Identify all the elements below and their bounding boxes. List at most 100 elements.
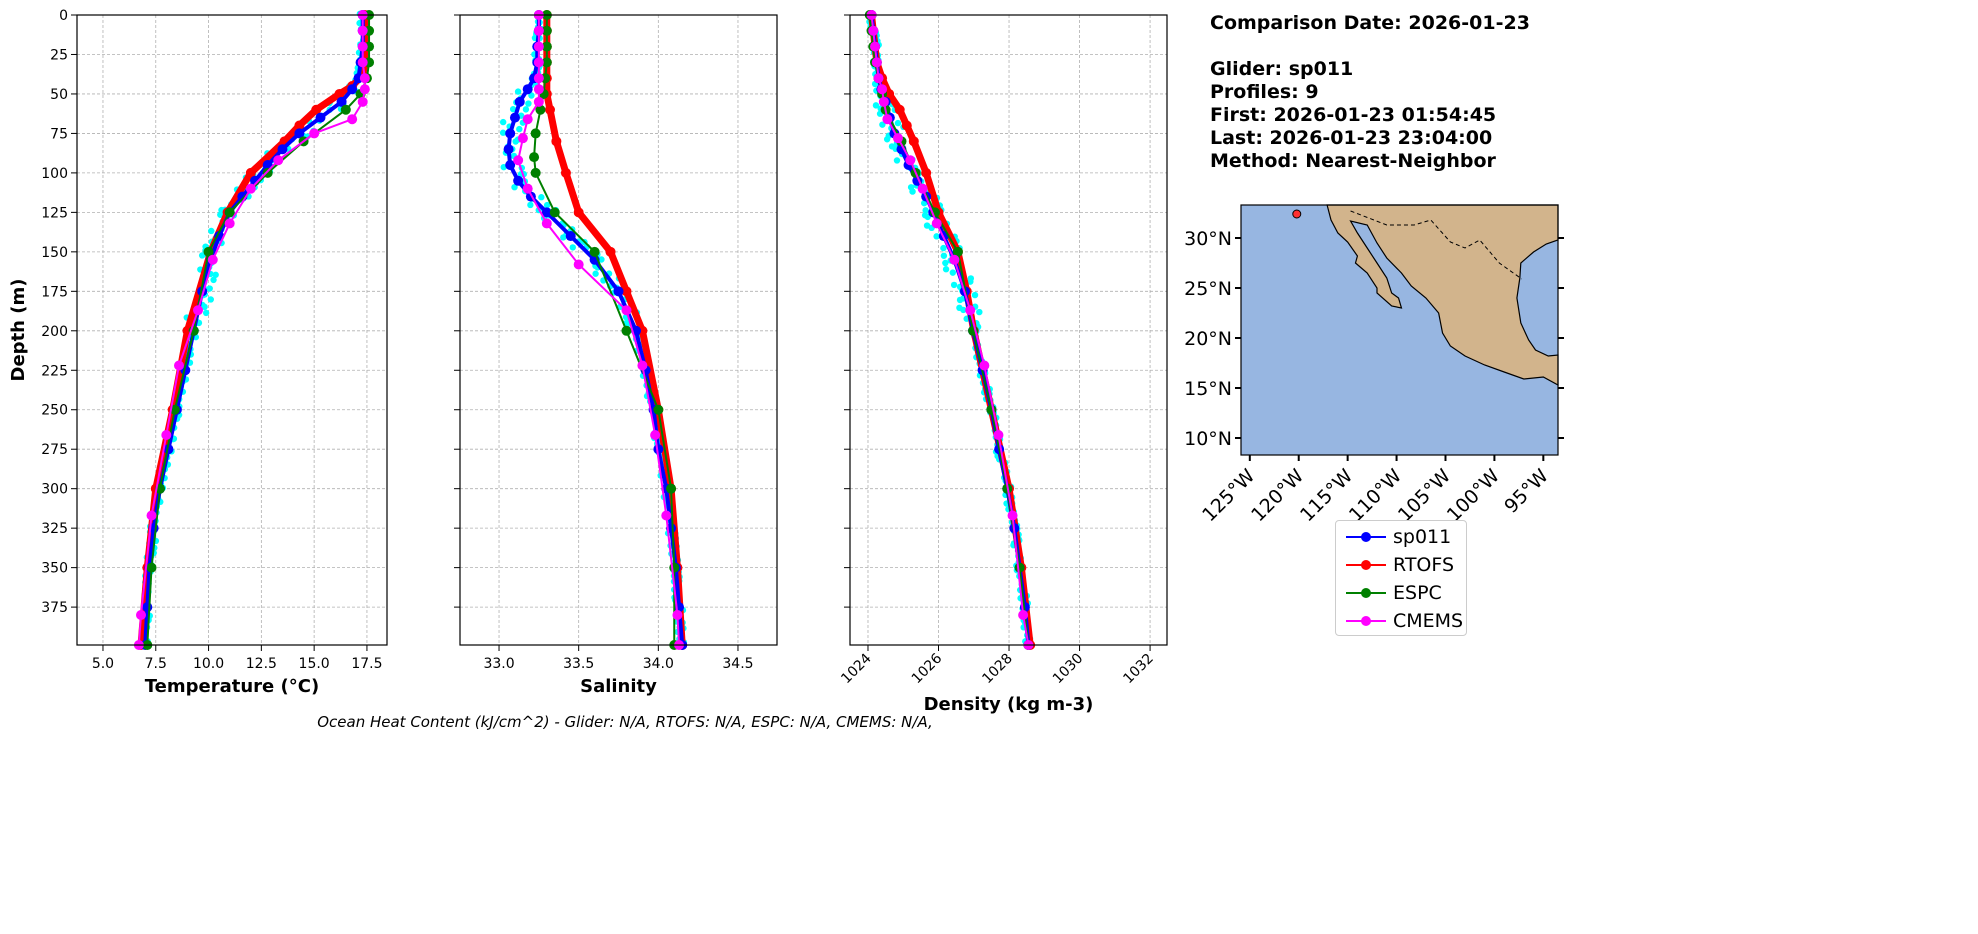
axes-frame: [76, 14, 388, 646]
x-tick-label: 1030: [1050, 651, 1087, 688]
data-point-espc: [589, 246, 600, 257]
y-tick-label: 225: [41, 363, 68, 379]
data-point-sp011: [505, 160, 516, 170]
data-point-cmems: [309, 128, 320, 139]
data-point-cmems: [522, 114, 533, 125]
data-point-cmems: [193, 305, 204, 316]
legend-label: ESPC: [1393, 582, 1442, 604]
data-point-rtofs: [245, 167, 256, 178]
data-point-espc: [262, 167, 273, 178]
data-point-cmems: [533, 41, 544, 52]
data-point-cmems: [672, 610, 683, 620]
x-tick-label: 12.5: [246, 656, 277, 672]
data-point-cmems: [357, 96, 368, 107]
lat-tick-label: 15°N: [1184, 378, 1232, 400]
data-point-cmems: [357, 57, 368, 68]
lat-tick-label: 20°N: [1184, 328, 1232, 350]
y-tick-label: 0: [59, 8, 68, 24]
data-point-cmems: [533, 57, 544, 68]
data-point-cmems: [637, 360, 648, 371]
data-point-cmems: [541, 218, 552, 229]
glider-raw-point: [527, 201, 534, 209]
x-axis-label: Temperature (°C): [145, 676, 319, 697]
glider-raw-point: [879, 121, 886, 128]
data-point-espc: [541, 41, 552, 52]
data-point-espc: [535, 104, 546, 115]
map-frame: [1240, 204, 1559, 456]
data-point-cmems: [359, 73, 370, 84]
data-point-espc: [549, 207, 560, 218]
data-point-sp011: [522, 84, 533, 95]
last-time: Last: 2026-01-23 23:04:00: [1210, 127, 1493, 149]
glider-raw-point: [202, 309, 210, 317]
glider-raw-point: [940, 244, 947, 252]
salinity-panel: 33.0 33.5 34.0 34.5 Salinity: [454, 10, 778, 697]
lat-tick-label: 30°N: [1184, 228, 1232, 250]
y-axis-label: Depth (m): [8, 279, 29, 382]
x-tick-label: 10.0: [193, 656, 224, 672]
x-tick-label: 1024: [838, 650, 875, 687]
y-tick-label: 125: [41, 205, 68, 221]
data-point-cmems: [224, 218, 235, 229]
data-point-cmems: [621, 305, 632, 316]
glider-raw-point: [569, 244, 576, 251]
data-point-cmems: [273, 155, 284, 166]
density-panel: 1024 1026 1028 1030 1032 Density (kg m-3): [838, 10, 1168, 715]
y-tick-label: 300: [41, 482, 68, 498]
legend-item-espc: ESPC: [1336, 579, 1466, 607]
glider-raw-point: [543, 201, 551, 209]
ohc-footer: Ocean Heat Content (kJ/cm^2) - Glider: N…: [317, 713, 933, 731]
data-point-sp011: [277, 144, 288, 155]
y-tick-label: 200: [41, 324, 68, 340]
lat-tick-label: 10°N: [1184, 428, 1232, 450]
data-point-cmems: [661, 510, 672, 521]
profile-count: Profiles: 9: [1210, 81, 1319, 103]
data-point-cmems: [993, 430, 1004, 440]
temperature-panel: 5.0 7.5 10.0 12.5 15.0 17.5 0 25 50 75 100 125 150 17…: [8, 8, 388, 697]
glider-raw-point: [950, 281, 958, 289]
data-point-cmems: [873, 73, 884, 84]
data-point-cmems: [207, 254, 218, 265]
data-point-cmems: [245, 183, 256, 194]
data-point-rtofs: [921, 167, 932, 178]
x-tick-label: 34.0: [643, 656, 674, 672]
data-point-cmems: [917, 183, 928, 194]
method: Method: Nearest-Neighbor: [1210, 150, 1496, 172]
glider-raw-point: [909, 188, 916, 195]
comparison-date: Comparison Date: 2026-01-23: [1210, 12, 1530, 34]
data-point-espc: [952, 246, 963, 257]
data-point-rtofs: [545, 104, 556, 115]
glider-raw-point: [207, 296, 214, 303]
series-line-espc: [146, 15, 371, 646]
data-point-cmems: [878, 96, 889, 107]
data-point-cmems: [931, 218, 942, 229]
glider-raw-point: [210, 276, 217, 284]
glider-raw-point: [217, 211, 224, 218]
y-tick-label: 150: [41, 245, 68, 261]
data-point-espc: [621, 325, 632, 336]
x-tick-label: 1028: [979, 651, 1016, 688]
glider-raw-point: [894, 119, 902, 127]
data-point-cmems: [965, 305, 976, 316]
glider-raw-point: [942, 266, 950, 273]
x-axis-label: Density (kg m-3): [924, 694, 1094, 715]
x-tick-label: 34.5: [722, 656, 753, 672]
x-tick-label: 1032: [1120, 651, 1157, 688]
glider-raw-point: [499, 129, 507, 136]
glider-raw-point: [525, 100, 532, 107]
y-tick-label: 75: [50, 126, 68, 142]
glider-raw-point: [560, 234, 567, 241]
y-tick-label: 375: [41, 600, 68, 616]
data-point-rtofs: [901, 120, 912, 131]
data-point-cmems: [161, 430, 172, 440]
data-point-espc: [541, 57, 552, 68]
data-point-rtofs: [908, 136, 919, 147]
data-point-espc: [653, 404, 664, 415]
data-point-sp011: [513, 175, 524, 186]
legend-item-rtofs: RTOFS: [1336, 551, 1466, 579]
glider-raw-point: [933, 233, 940, 240]
glider-raw-point: [201, 303, 208, 311]
legend-label: RTOFS: [1393, 554, 1455, 576]
